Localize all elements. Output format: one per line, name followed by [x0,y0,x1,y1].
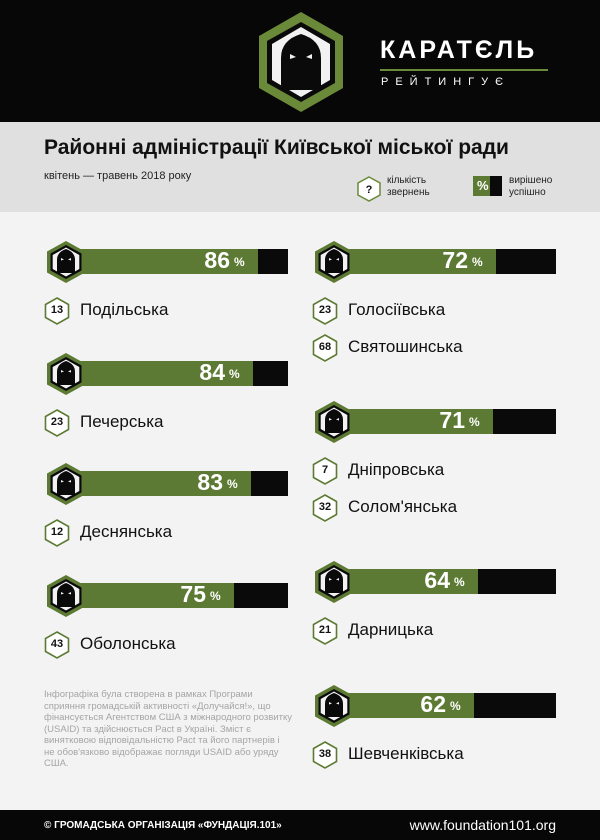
footer-copyright: © ГРОМАДСЬКА ОРГАНІЗАЦІЯ «ФУНДАЦІЯ.101» [44,820,282,831]
shield-icon [315,241,353,283]
bar-fill [340,249,496,274]
count-hex-icon [44,519,70,547]
shield-icon [315,401,353,443]
district-name: Подільська [80,300,169,319]
percent-sign: % [229,367,240,381]
period-label: квітень — травень 2018 року [44,170,192,182]
count-hex-icon [44,297,70,325]
request-count: 23 [318,304,332,316]
district-name: Печерська [80,412,164,431]
district-name: Шевченківська [348,744,464,763]
district-name: Святошинська [348,337,463,356]
shield-icon [315,561,353,603]
percent-sign: % [210,589,221,603]
district-name: Деснянська [80,522,173,541]
bar-fill [72,249,258,274]
percent-sign: % [227,477,238,491]
percent-label: 75 [180,581,206,607]
district-name: Солом'янська [348,497,458,516]
legend-percent-label: вирішено успішно [509,175,553,198]
request-count: 7 [321,464,329,476]
karatel-logo-icon [259,12,343,112]
brand-title: КАРАТЄЛЬ [380,36,538,64]
request-count: 32 [318,501,332,513]
count-hex-icon [312,297,338,325]
request-count: 43 [50,638,64,650]
bar-fill [72,471,251,496]
percent-label: 86 [204,247,230,273]
legend-count-label: кількість звернень [387,175,430,198]
legend-question-symbol: ? [366,184,373,196]
percent-label: 64 [424,567,450,593]
count-hex-icon [312,741,338,769]
page-title: Районні адміністрації Київської міської … [44,136,509,159]
count-hex-icon [44,409,70,437]
district-name: Голосіївська [348,300,446,319]
count-hex-icon [312,334,338,362]
percent-sign: % [450,699,461,713]
brand-subtitle: РЕЙТИНГУЄ [381,76,510,88]
bar-fill [340,693,474,718]
district-name: Дарницька [348,620,434,639]
count-hex-icon [312,457,338,485]
percent-label: 83 [197,469,223,495]
disclaimer-text: Інфографіка була створена в рамках Прогр… [44,689,292,769]
request-count: 68 [318,341,332,353]
count-hex-icon [44,631,70,659]
district-name: Дніпровська [348,460,445,479]
bar-fill [340,409,493,434]
bar-fill [72,361,253,386]
shield-icon [47,241,85,283]
percent-sign: % [472,255,483,269]
percent-label: 72 [442,247,468,273]
bar-fill [72,583,234,608]
legend-count-hex-icon: ? [357,176,381,202]
bar-fill [340,569,478,594]
legend-percent-symbol: % [477,178,489,193]
shield-icon [47,575,85,617]
percent-sign: % [454,575,465,589]
percent-label: 71 [439,407,465,433]
count-hex-icon [312,617,338,645]
request-count: 23 [50,416,64,428]
district-name: Оболонська [80,634,176,653]
footer-url[interactable]: www.foundation101.org [409,817,556,833]
request-count: 12 [50,526,64,538]
brand-divider [380,69,548,71]
percent-label: 62 [420,691,446,717]
legend-percent-swatch-black [490,176,502,196]
request-count: 13 [50,304,64,316]
percent-label: 84 [199,359,225,385]
shield-icon [47,463,85,505]
count-hex-icon [312,494,338,522]
percent-sign: % [469,415,480,429]
shield-icon [315,685,353,727]
shield-icon [47,353,85,395]
title-band [0,122,600,212]
footer-band [0,810,600,840]
request-count: 21 [318,624,332,636]
request-count: 38 [318,748,332,760]
percent-sign: % [234,255,245,269]
